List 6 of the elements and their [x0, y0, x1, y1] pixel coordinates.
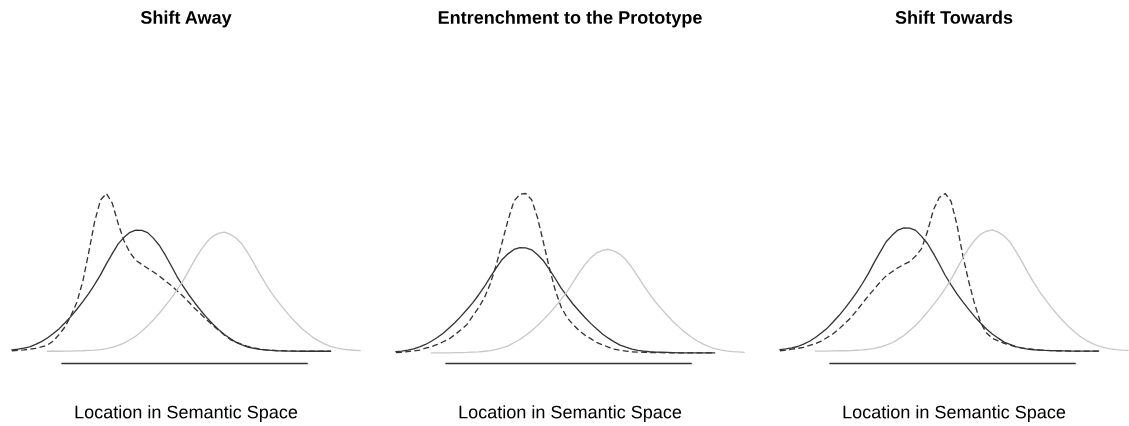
chart-title: Shift Away — [140, 10, 232, 28]
chart-title: Shift Towards — [895, 10, 1013, 24]
x-axis-title: Location in Semantic Space — [843, 405, 1066, 423]
x-axis-title: Location in Semantic Space — [75, 405, 298, 423]
x-axis-title: Location in Semantic Space — [459, 405, 682, 423]
chart-title: Entrenchment to the Prototype — [438, 10, 702, 28]
